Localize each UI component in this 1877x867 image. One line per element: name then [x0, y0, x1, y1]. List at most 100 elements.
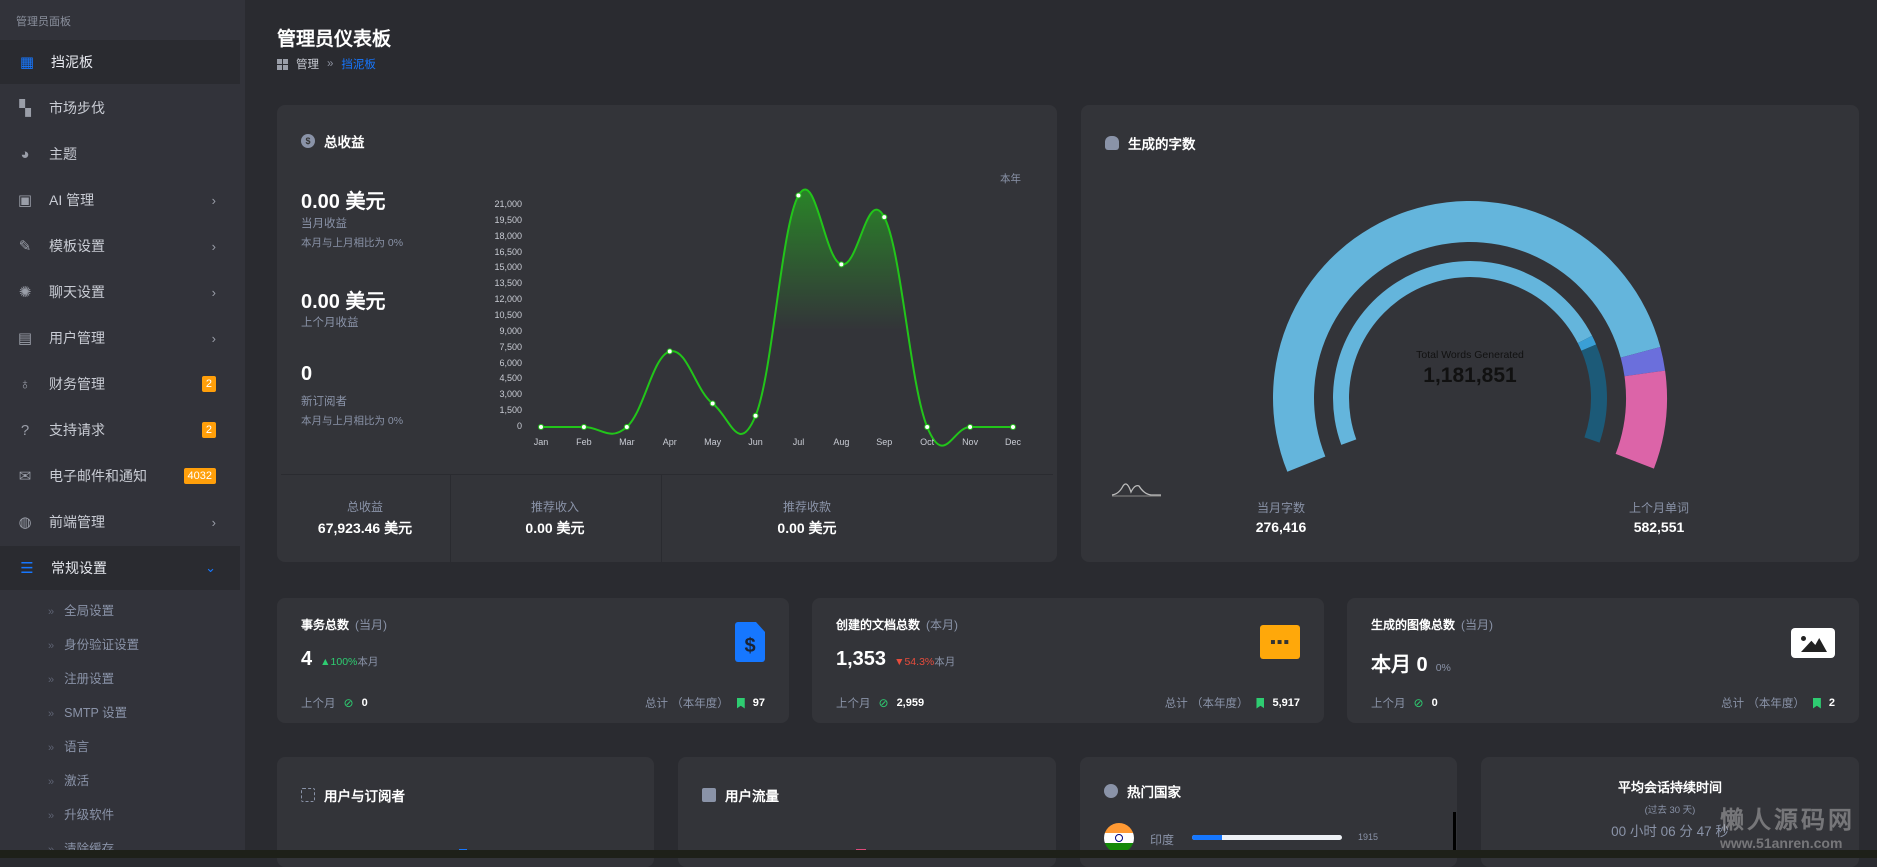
- data-point[interactable]: [838, 261, 845, 268]
- cloud-icon: [1105, 136, 1119, 150]
- sidebar-subitem[interactable]: » 全局设置: [48, 600, 114, 619]
- current-words-label: 当月字数: [1256, 501, 1305, 515]
- kpi-period: (当月): [1461, 618, 1494, 632]
- money-bag-icon: ♁: [19, 375, 31, 393]
- total-year-value: 2: [1828, 697, 1835, 709]
- data-point[interactable]: [752, 412, 759, 419]
- double-chevron-icon: »: [48, 708, 55, 720]
- sidebar-item-3[interactable]: ▣ AI 管理 ›: [0, 178, 240, 222]
- chip-icon: ▣: [17, 192, 33, 209]
- user-traffic-card: 用户流量: [678, 757, 1056, 867]
- breadcrumb-separator: »: [327, 58, 334, 70]
- sidebar-item-7[interactable]: ♁ 财务管理 2: [0, 362, 240, 406]
- data-point[interactable]: [709, 400, 716, 407]
- sidebar-subitem-label: 全局设置: [64, 604, 115, 618]
- last-month-words-label: 上个月单词: [1628, 501, 1689, 515]
- data-point[interactable]: [666, 348, 673, 355]
- breadcrumb: 管理 » 挡泥板: [277, 56, 376, 72]
- sidebar-item-0[interactable]: ▦ 挡泥板: [0, 40, 240, 84]
- marketplace-icon: ▚: [19, 100, 31, 117]
- gauge-segment[interactable]: [1620, 347, 1666, 377]
- x-tick-label: Feb: [576, 437, 592, 447]
- chevron-down-icon: ⌄: [205, 560, 216, 575]
- session-duration-card: 平均会话持续时间 (过去 30 天) 00 小时 06 分 47 秒: [1481, 757, 1859, 867]
- double-chevron-icon: »: [48, 606, 55, 618]
- sidebar-item-8[interactable]: ? 支持请求 2: [0, 408, 240, 452]
- sidebar-item-label: 前端管理: [49, 514, 105, 530]
- y-tick-label: 9,000: [499, 325, 522, 336]
- x-tick-label: Jan: [533, 437, 549, 447]
- session-subtitle: (过去 30 天): [1644, 805, 1696, 816]
- gauge-center-value: 1,181,851: [1423, 364, 1517, 387]
- sidebar-subitem[interactable]: » SMTP 设置: [48, 702, 127, 721]
- sidebar-item-11[interactable]: ☰ 常规设置 ⌄: [0, 546, 240, 590]
- sidebar-item-2[interactable]: ◕ 主题: [0, 132, 240, 176]
- kpi-title: 生成的图像总数: [1371, 618, 1456, 632]
- scrollbar[interactable]: [1453, 812, 1456, 852]
- data-point[interactable]: [1010, 424, 1016, 430]
- kpi-period: (本月): [926, 618, 959, 632]
- sidebar-subitem[interactable]: » 语言: [48, 736, 89, 755]
- sidebar-item-10[interactable]: ◍ 前端管理 ›: [0, 500, 240, 544]
- bookmark-icon: [1812, 697, 1821, 709]
- data-point[interactable]: [924, 424, 931, 430]
- users-title: 用户与订阅者: [324, 789, 405, 804]
- y-tick-label: 7,500: [499, 341, 522, 352]
- area-fill: [541, 189, 1013, 446]
- mountain-chart-icon[interactable]: [1111, 480, 1163, 498]
- sidebar-subitem[interactable]: » 身份验证设置: [48, 634, 139, 653]
- folder-icon: ▪▪▪: [1260, 625, 1300, 659]
- total-year-label: 总计 （本年度）: [1164, 698, 1249, 710]
- breadcrumb-current: 挡泥板: [341, 59, 376, 71]
- sidebar-item-label: AI 管理: [49, 192, 95, 208]
- double-chevron-icon: »: [48, 640, 55, 652]
- watermark-url: www.51anren.com: [1720, 835, 1843, 851]
- brain-icon: ✺: [18, 284, 32, 301]
- sidebar-subitem[interactable]: » 升级软件: [48, 804, 114, 823]
- sidebar-item-4[interactable]: ✎ 模板设置 ›: [0, 224, 240, 268]
- gauge-center-label: Total Words Generated: [1416, 349, 1524, 361]
- gauge-segment[interactable]: [1577, 335, 1597, 351]
- sidebar-subitem[interactable]: » 注册设置: [48, 668, 114, 687]
- data-point[interactable]: [538, 424, 544, 430]
- x-tick-label: Dec: [1004, 437, 1021, 447]
- data-point[interactable]: [580, 424, 587, 430]
- data-point[interactable]: [795, 192, 802, 199]
- globe-icon: ◍: [18, 514, 32, 531]
- y-tick-label: 15,000: [494, 262, 522, 273]
- mail-check-icon: ✉: [18, 468, 32, 485]
- y-tick-label: 21,000: [494, 199, 522, 209]
- sidebar-subitem-label: 激活: [64, 774, 90, 788]
- words-card: 生成的字数 Total Words Generated 1,181,851 当月…: [1081, 105, 1859, 562]
- sidebar-subitem[interactable]: » 激活: [48, 770, 89, 789]
- gauge-segment[interactable]: [1615, 370, 1667, 469]
- count-badge: 4032: [183, 468, 216, 484]
- sidebar-subitem-label: SMTP 设置: [64, 706, 128, 720]
- sidebar-item-5[interactable]: ✺ 聊天设置 ›: [0, 270, 240, 314]
- count-badge: 2: [201, 422, 216, 438]
- gauge-segment[interactable]: [1581, 344, 1607, 443]
- data-point[interactable]: [881, 214, 888, 221]
- divider: [450, 474, 451, 562]
- sidebar-subitem-label: 语言: [64, 740, 90, 754]
- revenue-chart-svg: [538, 188, 1016, 447]
- x-tick-label: Jun: [748, 437, 763, 447]
- watermark: 懒人源码网 www.51anren.com: [1720, 800, 1855, 851]
- data-point[interactable]: [967, 424, 974, 430]
- last-month-words-value: 582,551: [1633, 519, 1685, 535]
- chevron-right-icon: ›: [211, 192, 216, 208]
- kpi-delta-suffix: 本月: [357, 656, 379, 668]
- revenue-title: 总收益: [324, 135, 365, 150]
- feather-icon: ✎: [18, 238, 32, 255]
- data-point[interactable]: [623, 424, 630, 430]
- breadcrumb-admin[interactable]: 管理: [296, 59, 319, 71]
- period-selector[interactable]: 本年: [1000, 173, 1021, 185]
- last-month-value: 2,959: [896, 697, 925, 709]
- kpi-value: 1,353: [836, 648, 887, 670]
- x-tick-label: Aug: [833, 437, 850, 447]
- gauge-segment[interactable]: [1273, 200, 1661, 472]
- sidebar-item-1[interactable]: ▚ 市场步伐: [0, 86, 240, 130]
- sidebar-item-6[interactable]: ▤ 用户管理 ›: [0, 316, 240, 360]
- sidebar-item-9[interactable]: ✉ 电子邮件和通知 4032: [0, 454, 240, 498]
- y-tick-label: 16,500: [494, 246, 522, 257]
